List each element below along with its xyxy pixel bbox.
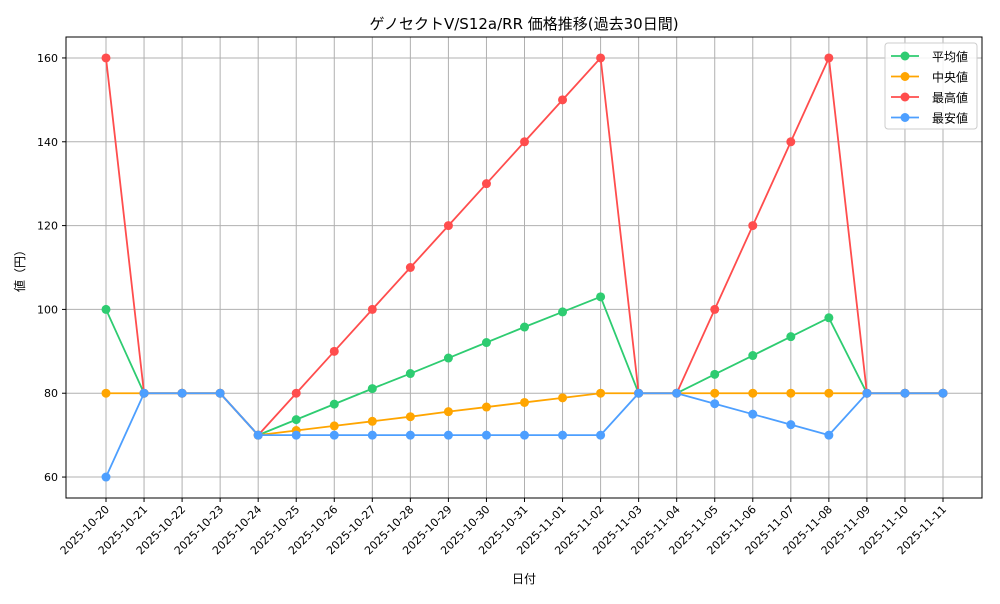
data-point bbox=[558, 95, 568, 105]
data-point bbox=[367, 384, 377, 394]
y-tick-label: 100 bbox=[37, 303, 58, 316]
y-tick-label: 80 bbox=[44, 387, 58, 400]
y-tick-label: 120 bbox=[37, 220, 58, 233]
data-point bbox=[520, 430, 529, 440]
data-point bbox=[101, 472, 111, 482]
data-point bbox=[101, 53, 111, 63]
data-point bbox=[710, 304, 720, 314]
data-point bbox=[786, 332, 796, 342]
data-point bbox=[291, 430, 301, 440]
series-3 bbox=[101, 388, 948, 482]
data-point bbox=[862, 388, 872, 398]
data-point bbox=[786, 420, 796, 430]
data-point bbox=[329, 346, 339, 356]
data-point bbox=[596, 430, 606, 440]
data-point bbox=[938, 388, 948, 398]
series-group bbox=[101, 53, 948, 482]
data-point bbox=[291, 388, 301, 398]
data-point bbox=[748, 409, 758, 419]
data-point bbox=[481, 402, 491, 412]
data-point bbox=[443, 221, 453, 231]
data-point bbox=[748, 221, 758, 231]
legend-label: 平均値 bbox=[932, 49, 968, 64]
data-point bbox=[253, 430, 263, 440]
data-point bbox=[520, 322, 529, 332]
data-point bbox=[177, 388, 187, 398]
data-point bbox=[558, 393, 568, 403]
data-point bbox=[443, 407, 453, 417]
data-point bbox=[481, 430, 491, 440]
data-point bbox=[824, 53, 834, 63]
data-point bbox=[405, 412, 415, 422]
data-point bbox=[748, 351, 758, 361]
data-point bbox=[786, 388, 796, 398]
data-point bbox=[596, 388, 606, 398]
data-point bbox=[291, 415, 301, 425]
legend-marker bbox=[900, 72, 910, 81]
data-point bbox=[367, 430, 377, 440]
data-point bbox=[824, 313, 834, 323]
x-axis: 2025-10-202025-10-212025-10-222025-10-23… bbox=[58, 498, 949, 557]
data-point bbox=[596, 53, 606, 63]
y-tick-label: 60 bbox=[44, 471, 58, 484]
data-point bbox=[520, 397, 529, 407]
legend-label: 最高値 bbox=[932, 90, 968, 105]
data-point bbox=[596, 292, 606, 302]
legend-marker bbox=[900, 92, 910, 102]
data-point bbox=[405, 263, 415, 272]
data-point bbox=[710, 388, 720, 398]
data-point bbox=[405, 369, 415, 379]
data-point bbox=[329, 421, 339, 431]
data-point bbox=[481, 179, 491, 189]
data-point bbox=[405, 430, 415, 440]
y-axis: 60 80 100 120 140 160 bbox=[37, 52, 66, 484]
data-point bbox=[900, 388, 910, 398]
legend-marker bbox=[900, 51, 910, 61]
chart-title: ゲノセクトV/S12a/RR 価格推移(過去30日間) bbox=[369, 15, 678, 33]
data-point bbox=[101, 388, 111, 398]
data-point bbox=[367, 416, 377, 426]
data-point bbox=[786, 137, 796, 147]
y-tick-label: 140 bbox=[37, 136, 58, 149]
data-point bbox=[481, 338, 491, 348]
data-point bbox=[101, 304, 111, 314]
data-point bbox=[215, 388, 225, 398]
data-point bbox=[710, 369, 720, 379]
data-point bbox=[824, 430, 834, 440]
legend-marker bbox=[900, 113, 910, 122]
y-axis-label: 値（円） bbox=[12, 244, 27, 292]
data-point bbox=[634, 388, 644, 398]
data-point bbox=[520, 137, 529, 147]
x-axis-label: 日付 bbox=[512, 572, 536, 586]
y-tick-label: 160 bbox=[37, 52, 58, 65]
data-point bbox=[558, 430, 568, 440]
legend-label: 最安値 bbox=[932, 111, 968, 126]
data-point bbox=[329, 430, 339, 440]
data-point bbox=[710, 399, 720, 409]
legend-box bbox=[884, 42, 978, 130]
grid bbox=[66, 37, 982, 498]
data-point bbox=[824, 388, 834, 398]
data-point bbox=[748, 388, 758, 398]
data-point bbox=[558, 307, 568, 317]
data-point bbox=[672, 388, 682, 398]
data-point bbox=[367, 304, 377, 314]
data-point bbox=[443, 430, 453, 440]
data-point bbox=[443, 353, 453, 363]
data-point bbox=[139, 388, 149, 398]
legend-label: 中央値 bbox=[932, 70, 968, 85]
data-point bbox=[329, 399, 339, 409]
